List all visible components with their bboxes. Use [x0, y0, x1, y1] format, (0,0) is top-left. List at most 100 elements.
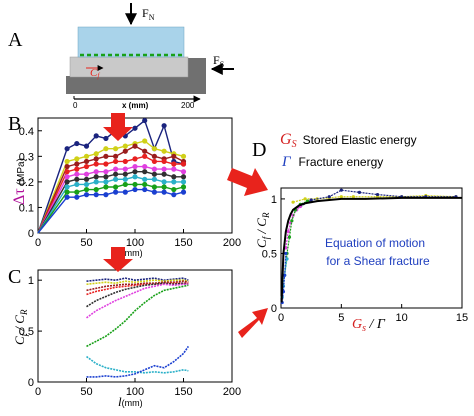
data-point-b — [83, 181, 90, 188]
data-point-b — [171, 186, 177, 193]
data-point-b — [83, 158, 90, 165]
shear-force-label: FS — [213, 53, 224, 69]
data-point-d — [357, 190, 362, 194]
data-point-b — [74, 140, 80, 147]
xtick-label: 200 — [223, 237, 241, 249]
data-point-b — [64, 158, 70, 165]
ytick-label: 0 — [28, 377, 34, 389]
data-point-d — [285, 257, 289, 261]
data-point-b — [132, 169, 138, 175]
data-point-d — [286, 230, 290, 234]
data-point-b — [171, 174, 177, 180]
panel-d-xlabel: Gs / Γ — [352, 317, 386, 334]
data-point-b — [142, 117, 148, 124]
data-point-b — [83, 192, 90, 198]
data-point-b — [180, 169, 187, 175]
data-point-b — [151, 158, 157, 165]
legend-gamma: Γ Fracture energy — [281, 154, 383, 170]
base-plate — [66, 76, 206, 94]
data-point-b — [83, 171, 90, 177]
data-point-b — [74, 171, 80, 177]
data-point-b — [142, 148, 148, 154]
xtick-label: 50 — [80, 386, 92, 398]
ytick-label: 1 — [28, 275, 34, 287]
data-point-d — [309, 198, 313, 202]
data-point-b — [93, 133, 99, 139]
data-point-b — [142, 169, 148, 175]
axis-end: 200 — [181, 101, 195, 110]
data-point-b — [74, 156, 80, 162]
panel-b-ylabel: Δτ(MPa) — [11, 158, 28, 205]
series-line-c-2 — [86, 280, 189, 292]
normal-force-label: FN — [142, 6, 155, 22]
data-point-d — [375, 192, 380, 197]
panel-c-down-arrow — [103, 247, 133, 272]
data-point-b — [64, 163, 70, 170]
data-point-b — [180, 174, 187, 180]
data-point-d — [287, 235, 292, 239]
data-point-b — [142, 138, 148, 144]
data-point-d — [290, 219, 294, 223]
data-point-b — [171, 161, 177, 167]
data-point-b — [122, 171, 128, 177]
panel-c-xlabel: l(mm) — [118, 394, 143, 409]
series-line-d-3 — [284, 200, 308, 276]
ytick-label: 0 — [28, 228, 34, 240]
data-point-d — [327, 195, 331, 199]
data-point-d — [339, 188, 343, 192]
data-point-b — [103, 174, 109, 180]
data-point-b — [113, 176, 119, 182]
xtick-label: 100 — [126, 386, 144, 398]
data-point-d — [303, 197, 307, 201]
xtick-label: 50 — [80, 237, 92, 249]
base-step — [186, 58, 206, 78]
series-line-c-7 — [86, 355, 189, 374]
data-point-b — [74, 189, 80, 195]
panel-a: A FN FS Cf 0 200 x (mm) — [8, 3, 234, 110]
data-point-b — [132, 174, 138, 180]
ytick-label: 1 — [271, 194, 277, 206]
data-point-b — [180, 161, 187, 167]
data-point-b — [83, 176, 90, 182]
data-point-b — [132, 156, 138, 162]
data-point-b — [64, 184, 70, 190]
data-point-b — [103, 184, 109, 190]
data-point-b — [161, 189, 167, 195]
data-point-b — [93, 186, 99, 193]
data-point-b — [103, 153, 109, 159]
data-point-b — [171, 192, 177, 198]
series-line-c-4 — [86, 282, 189, 308]
series-line-d-1 — [295, 189, 456, 211]
series-line-c-8 — [86, 345, 190, 378]
data-point-b — [151, 146, 157, 152]
panel-b-label: B — [8, 113, 21, 135]
crack-speed-label: Cf — [90, 67, 100, 80]
data-point-b — [122, 176, 128, 182]
data-point-b — [64, 194, 70, 200]
panel-d-ylabel: Cf / CR — [254, 212, 271, 248]
data-point-b — [64, 189, 70, 195]
data-point-b — [161, 171, 167, 177]
data-point-b — [122, 148, 128, 154]
data-point-b — [83, 153, 90, 159]
data-point-b — [180, 189, 187, 195]
data-point-b — [83, 186, 90, 193]
series-line-c-3 — [86, 282, 189, 296]
xtick-label: 200 — [223, 386, 241, 398]
ytick-label: 0.3 — [19, 151, 34, 163]
data-point-b — [113, 184, 119, 190]
annotation-line-1: Equation of motion — [325, 236, 425, 250]
data-point-d — [351, 195, 355, 199]
upper-block — [77, 26, 185, 58]
data-point-b — [93, 156, 99, 162]
panel-c-label: C — [8, 266, 21, 288]
data-point-b — [113, 146, 119, 152]
data-point-b — [171, 153, 177, 159]
data-point-b — [83, 163, 90, 170]
xtick-label: 5 — [338, 312, 344, 324]
xtick-label: 150 — [174, 386, 192, 398]
data-point-b — [64, 174, 70, 180]
ytick-label: 0 — [271, 303, 277, 315]
data-point-b — [113, 153, 119, 159]
